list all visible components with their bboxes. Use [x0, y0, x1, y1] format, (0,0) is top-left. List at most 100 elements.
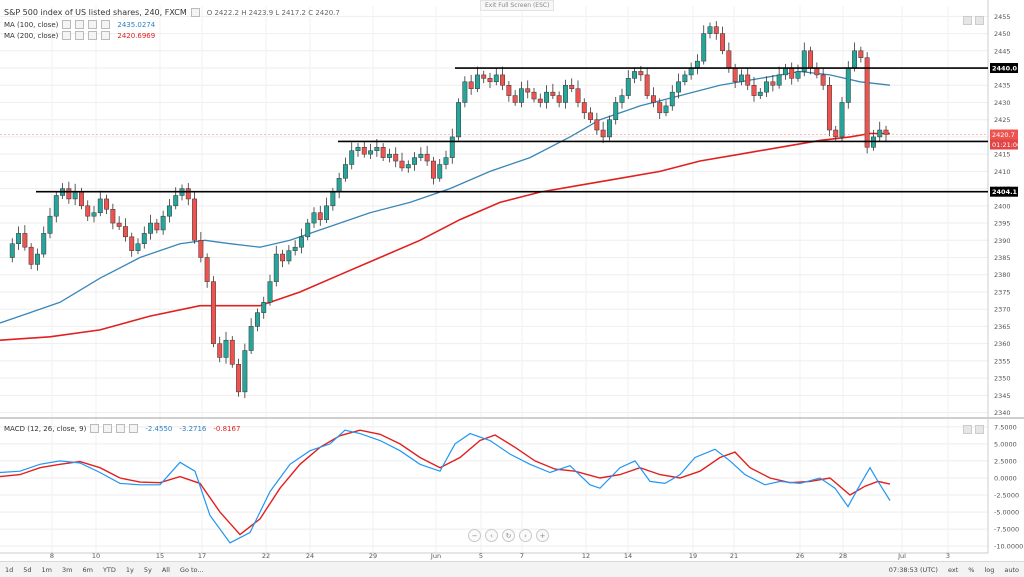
exit-fullscreen-button[interactable]: Exit Full Screen (ESC) — [480, 0, 555, 11]
ma100-label: MA (100, close) — [4, 20, 59, 29]
main-legend: S&P 500 index of US listed shares, 240, … — [4, 8, 340, 17]
candle — [449, 136, 455, 158]
candle — [430, 160, 436, 179]
close-pane-icon[interactable] — [975, 425, 984, 434]
eye-icon[interactable] — [90, 424, 100, 433]
candle — [506, 84, 512, 96]
zoom-in-icon[interactable]: + — [536, 529, 549, 542]
macd-pane-controls — [963, 425, 984, 434]
scroll-left-icon[interactable]: ‹ — [485, 529, 498, 542]
range-5d[interactable]: 5d — [23, 565, 32, 574]
candle — [110, 209, 116, 224]
range-3m[interactable]: 3m — [62, 565, 73, 574]
settings-icon[interactable] — [75, 20, 85, 29]
candle — [192, 198, 198, 241]
more-icon[interactable] — [101, 20, 111, 29]
candle — [456, 102, 462, 138]
candle — [864, 57, 870, 148]
y-tick-label: 2450 — [994, 30, 1011, 38]
candle — [531, 91, 537, 100]
candle — [694, 60, 700, 69]
time-display[interactable]: 07:38:53 (UTC) — [888, 565, 938, 574]
range-ytd[interactable]: YTD — [102, 565, 116, 574]
candle — [217, 343, 223, 358]
candle — [135, 243, 141, 251]
candle — [789, 67, 795, 79]
x-tick-label: 26 — [796, 552, 804, 560]
range-5y[interactable]: 5y — [143, 565, 152, 574]
ext-toggle[interactable]: ext — [947, 565, 959, 574]
candle — [833, 129, 839, 138]
candle — [229, 339, 235, 365]
candle — [418, 153, 424, 158]
candle — [481, 74, 487, 79]
candle — [676, 81, 682, 93]
range-1m[interactable]: 1m — [41, 565, 52, 574]
candle — [148, 222, 154, 234]
percent-toggle[interactable]: % — [968, 565, 975, 574]
maximize-pane-icon[interactable] — [963, 425, 972, 434]
chart-canvas[interactable]: 2340 2345 2350 2355 2360 2365 2370 2375 2380 2385… — [0, 0, 1024, 561]
candle — [738, 74, 744, 83]
close-icon[interactable] — [88, 31, 98, 40]
candle — [644, 74, 650, 96]
x-tick-label: 10 — [92, 552, 100, 560]
candle — [569, 84, 575, 89]
range-all[interactable]: All — [161, 565, 170, 574]
ma200-line — [0, 132, 890, 341]
price-label: 2440.0 — [992, 65, 1018, 73]
eye-icon[interactable] — [190, 8, 200, 17]
y-tick-label: 2370 — [994, 306, 1011, 314]
candle — [575, 88, 581, 103]
x-tick-label: Jul — [897, 552, 906, 560]
candle — [412, 157, 418, 165]
candle — [368, 150, 374, 155]
scroll-right-icon[interactable]: › — [519, 529, 532, 542]
log-toggle[interactable]: log — [984, 565, 995, 574]
y-tick-label: 2430 — [994, 99, 1011, 107]
goto-button[interactable]: Go to... — [179, 565, 204, 574]
candle — [776, 74, 782, 86]
candle — [877, 129, 883, 138]
settings-icon[interactable] — [103, 424, 113, 433]
y-tick-label: 2355 — [994, 357, 1011, 365]
range-1d[interactable]: 1d — [5, 565, 14, 574]
eye-icon[interactable] — [62, 20, 72, 29]
candle — [28, 246, 34, 265]
more-icon[interactable] — [101, 31, 111, 40]
range-1y[interactable]: 1y — [125, 565, 134, 574]
candle — [852, 50, 858, 69]
settings-icon[interactable] — [75, 31, 85, 40]
range-6m[interactable]: 6m — [82, 565, 93, 574]
reset-icon[interactable]: ↻ — [502, 529, 515, 542]
candle — [462, 81, 468, 103]
close-icon[interactable] — [116, 424, 126, 433]
candle — [632, 71, 638, 79]
candle — [525, 88, 531, 93]
candle — [116, 222, 122, 227]
candle — [782, 67, 788, 76]
countdown-bg — [990, 139, 1018, 150]
candle — [311, 212, 317, 224]
ma200-value: 2420.6969 — [117, 31, 156, 40]
candle — [223, 339, 229, 358]
candle — [757, 91, 763, 96]
candle — [625, 78, 631, 96]
more-icon[interactable] — [129, 424, 139, 433]
main-pane-controls — [963, 16, 984, 25]
y-tick-label: 2345 — [994, 392, 1011, 400]
maximize-pane-icon[interactable] — [963, 16, 972, 25]
close-pane-icon[interactable] — [975, 16, 984, 25]
candle — [820, 74, 826, 86]
eye-icon[interactable] — [62, 31, 72, 40]
close-icon[interactable] — [88, 20, 98, 29]
candle — [808, 50, 814, 69]
candle — [437, 164, 443, 179]
y-tick-label: 2365 — [994, 323, 1011, 331]
macd-tick-label: 7.5000 — [994, 423, 1017, 431]
candle — [166, 205, 172, 217]
zoom-out-icon[interactable]: − — [468, 529, 481, 542]
auto-toggle[interactable]: auto — [1004, 565, 1019, 574]
candle — [500, 74, 506, 86]
candle — [701, 33, 707, 62]
